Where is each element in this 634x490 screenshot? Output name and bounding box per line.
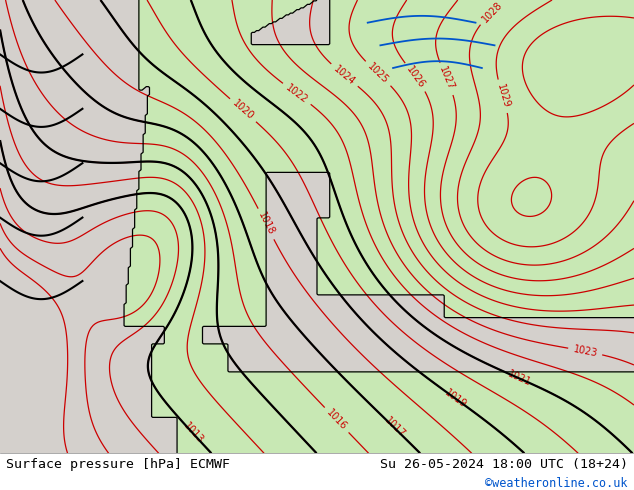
Text: 1021: 1021 [506, 369, 533, 388]
Text: Surface pressure [hPa] ECMWF: Surface pressure [hPa] ECMWF [6, 458, 230, 471]
Text: ©weatheronline.co.uk: ©weatheronline.co.uk [485, 477, 628, 490]
Text: 1013: 1013 [181, 421, 205, 446]
Text: Su 26-05-2024 18:00 UTC (18+24): Su 26-05-2024 18:00 UTC (18+24) [380, 458, 628, 471]
Text: 1020: 1020 [231, 98, 256, 122]
Text: 1028: 1028 [480, 0, 504, 24]
Text: 1027: 1027 [437, 65, 456, 92]
Text: 1023: 1023 [573, 344, 598, 359]
Text: 1026: 1026 [404, 64, 427, 90]
Text: 1029: 1029 [495, 83, 511, 109]
Text: 1025: 1025 [366, 61, 391, 86]
Text: 1016: 1016 [325, 408, 349, 432]
Text: 1019: 1019 [443, 388, 469, 410]
Text: 1018: 1018 [256, 211, 276, 237]
Text: 1017: 1017 [382, 416, 406, 440]
Text: 1024: 1024 [332, 64, 357, 87]
Text: 1022: 1022 [284, 82, 310, 105]
